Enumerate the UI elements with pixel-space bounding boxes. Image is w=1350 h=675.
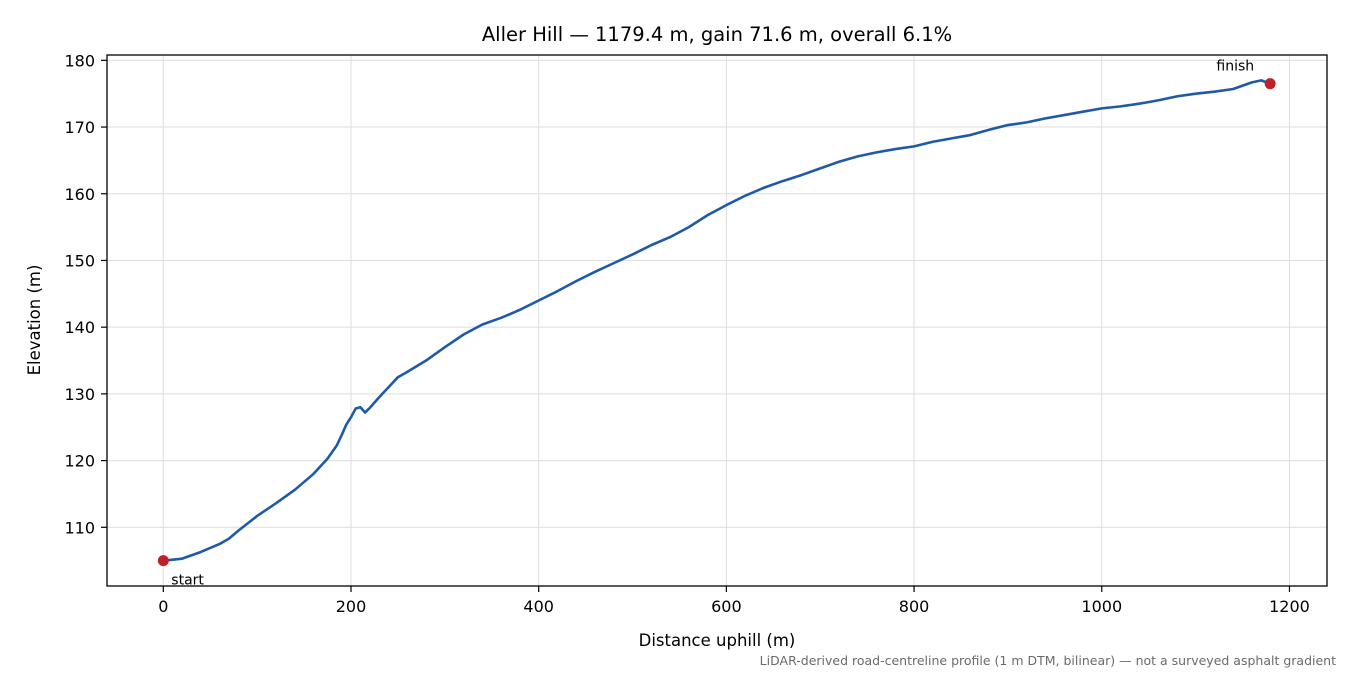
finish-label: finish (1216, 59, 1254, 75)
x-tick-label: 400 (523, 597, 554, 616)
x-tick-label: 200 (336, 597, 367, 616)
x-axis-label: Distance uphill (m) (639, 631, 796, 650)
y-tick-label: 170 (64, 118, 95, 137)
x-tick-label: 1000 (1081, 597, 1122, 616)
plot-area: start finish (157, 59, 1276, 589)
y-tick-label: 140 (64, 318, 95, 337)
y-tick-label: 130 (64, 385, 95, 404)
x-tick-label: 1200 (1269, 597, 1310, 616)
x-tick-label: 0 (158, 597, 168, 616)
finish-marker (1264, 78, 1276, 90)
elevation-line (162, 79, 1272, 562)
y-axis-label: Elevation (m) (25, 265, 44, 376)
y-tick-label: 150 (64, 251, 95, 270)
y-tick-label: 160 (64, 185, 95, 204)
footnote: LiDAR-derived road-centreline profile (1… (760, 653, 1336, 668)
x-tick-label: 600 (711, 597, 742, 616)
y-tick-label: 120 (64, 452, 95, 471)
plot-frame (106, 54, 1328, 587)
y-axis: 110 120 130 140 150 160 170 180 (64, 51, 107, 537)
start-marker (157, 555, 169, 567)
y-tick-label: 180 (64, 51, 95, 70)
grid (107, 55, 1327, 586)
chart-title: Aller Hill — 1179.4 m, gain 71.6 m, over… (482, 23, 952, 46)
x-tick-label: 800 (899, 597, 930, 616)
start-label: start (171, 573, 204, 589)
y-tick-label: 110 (64, 518, 95, 537)
x-axis: 0 200 400 600 800 1000 1200 (158, 586, 1310, 616)
